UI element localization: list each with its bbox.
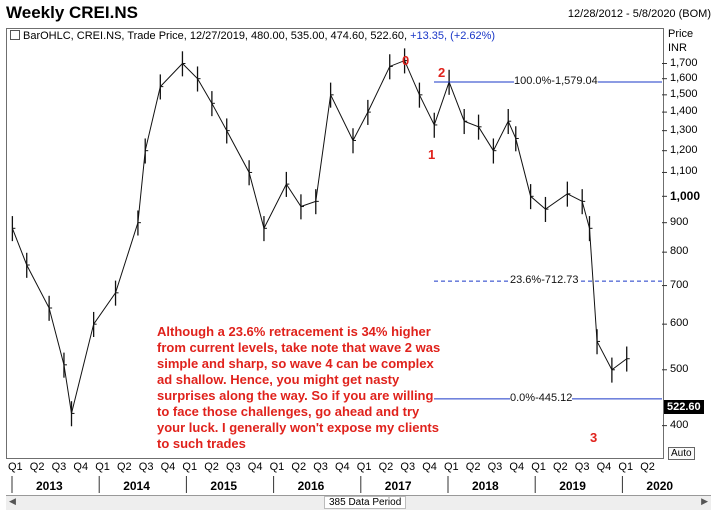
x-quarter-label: Q1 [182,461,198,473]
x-quarter-label: Q4 [335,461,350,473]
x-quarter-label: Q4 [73,461,89,473]
scroll-right-icon[interactable]: ▶ [701,496,708,506]
x-quarter-label: Q3 [487,461,503,473]
x-quarter-label: Q3 [51,461,67,473]
x-quarter-label: Q4 [509,461,525,473]
date-range: 12/28/2012 - 5/8/2020 (BOM) [567,8,711,20]
y-axis-unit: INR [668,42,687,54]
x-year-label: 2017 [384,479,412,493]
legend-text: BarOHLC, CREI.NS, Trade Price, 12/27/201… [23,30,408,42]
y-tick-label: 900 [670,215,689,228]
x-quarter-label: Q2 [29,461,45,473]
x-quarter-label: Q1 [95,461,110,473]
x-quarter-label: Q1 [531,461,546,473]
x-year-label: 2018 [472,479,499,493]
y-tick-label: 400 [670,418,689,431]
x-quarter-label: Q3 [313,461,328,473]
x-quarter-label: Q1 [8,461,23,473]
x-quarter-label: Q1 [444,461,459,473]
scroll-left-icon[interactable]: ◀ [9,496,16,506]
last-price-tag: 522.60 [664,400,704,414]
y-tick-label: 1,600 [670,71,698,84]
chart-title: Weekly CREI.NS [6,3,138,22]
x-quarter-label: Q2 [640,461,655,473]
y-tick-label: 1,400 [670,105,698,118]
x-year-label: 2020 [646,479,674,493]
fib-level-label: 0.0%-445.12 [510,391,573,404]
x-year-label: 2016 [297,479,325,493]
auto-scale-button[interactable]: Auto [668,447,695,460]
x-quarter-label: Q2 [204,461,219,473]
fib-level-label: 23.6%-712.73 [510,274,579,287]
x-axis: Q1 Q2 Q3 Q4 Q1 Q2 Q3 Q4 Q1 Q2 Q3 Q4 Q1 Q2 Q3 Q4 Q1 Q2 Q3 Q4… [6,459,673,493]
x-quarter-label: Q2 [465,461,481,473]
x-quarter-label: Q1 [356,461,372,473]
y-axis-title: Price [668,28,694,40]
series-legend: BarOHLC, CREI.NS, Trade Price, 12/27/201… [10,30,495,42]
x-quarter-label: Q3 [400,461,416,473]
y-tick-label: 1,000 [670,189,701,204]
price-panel[interactable] [6,28,664,459]
y-tick-label: 800 [670,245,689,258]
period-scrollbar[interactable]: ◀ 385 Data Period ▶ [6,495,711,510]
x-quarter-label: Q2 [117,461,132,473]
wave-label: 1 [428,146,436,162]
y-tick-label: 1,200 [670,143,698,156]
x-year-label: 2014 [123,479,150,493]
y-tick-label: 600 [670,317,689,330]
y-tick-label: 700 [670,278,689,291]
x-quarter-label: Q2 [378,461,394,473]
x-quarter-label: Q3 [574,461,590,473]
fib-level-label: 100.0%-1,579.04 [514,74,598,87]
x-quarter-label: Q4 [160,461,176,473]
analysis-note: Although a 23.6% retracement is 34% high… [157,324,441,451]
x-quarter-label: Q1 [618,461,634,473]
x-quarter-label: Q4 [422,461,437,473]
x-quarter-label: Q3 [138,461,154,473]
wave-label: 3 [590,430,598,446]
x-quarter-label: Q2 [291,461,307,473]
x-quarter-label: Q3 [226,461,241,473]
price-series-line [11,59,628,414]
legend-change: +13.35, (+2.62%) [410,30,496,42]
y-tick-label: 1,300 [670,123,698,136]
x-quarter-label: Q4 [247,461,263,473]
data-period: 385 Data Period [324,496,407,509]
legend-checkbox-icon[interactable] [10,30,20,40]
x-year-label: 2019 [559,479,586,493]
x-year-label: 2013 [36,479,63,493]
wave-label: 2 [438,64,446,80]
y-tick-label: 1,700 [670,56,698,69]
y-tick-label: 500 [670,362,689,375]
x-year-label: 2015 [210,479,238,493]
y-tick-label: 1,500 [670,87,698,100]
x-quarter-label: Q1 [269,461,285,473]
x-quarter-label: Q4 [596,461,612,473]
wave-label: 0 [402,52,410,68]
x-quarter-label: Q2 [553,461,568,473]
y-tick-label: 1,100 [670,165,698,178]
